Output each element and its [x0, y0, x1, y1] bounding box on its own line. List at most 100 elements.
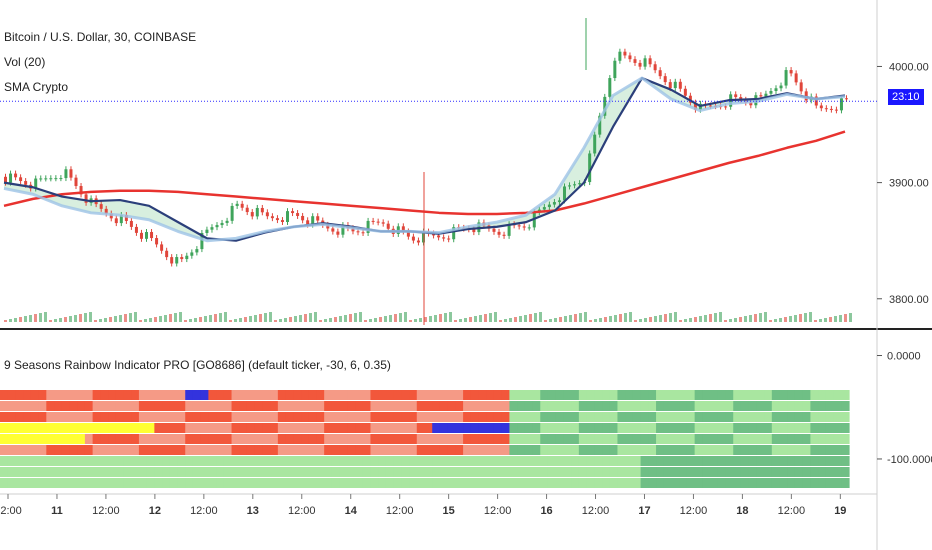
heatmap-cell — [208, 390, 217, 400]
candle — [180, 257, 184, 260]
candle — [49, 178, 53, 180]
candle — [411, 236, 415, 241]
heatmap-cell — [54, 401, 63, 411]
heatmap-cell — [138, 423, 148, 433]
heatmap-cell — [115, 401, 125, 411]
heatmap-cell — [46, 390, 55, 400]
heatmap-cell — [416, 456, 426, 466]
heatmap-cell — [154, 412, 163, 422]
heatmap-cell — [439, 467, 449, 477]
heatmap-cell — [0, 401, 9, 411]
heatmap-cell — [756, 401, 765, 411]
heatmap-cell — [192, 456, 202, 466]
heatmap-cell — [316, 412, 325, 422]
volume-legend[interactable]: Vol (20) — [4, 55, 46, 69]
heatmap-cell — [316, 445, 325, 455]
time-axis-tick-label: 19 — [834, 505, 846, 517]
volume-bar — [734, 318, 737, 322]
volume-bar — [594, 319, 597, 322]
heatmap-cell — [818, 467, 827, 477]
volume-bar — [154, 317, 157, 322]
volume-bar — [574, 314, 577, 322]
volume-bar — [544, 320, 547, 322]
time-axis-tick-label: 14 — [345, 505, 358, 517]
heatmap-cell — [46, 401, 55, 411]
heatmap-cell — [493, 478, 503, 488]
volume-bar — [804, 313, 807, 322]
candle — [688, 95, 692, 103]
heatmap-cell — [532, 401, 541, 411]
sma-legend[interactable]: SMA Crypto — [4, 80, 69, 94]
heatmap-cell — [378, 456, 387, 466]
heatmap-cell — [301, 445, 310, 455]
heatmap-cell — [146, 467, 155, 477]
heatmap-cell — [486, 401, 495, 411]
volume-bar — [464, 318, 467, 322]
heatmap-cell — [609, 467, 619, 477]
heatmap-cell — [779, 412, 788, 422]
candle — [371, 220, 375, 222]
heatmap-cell — [77, 401, 86, 411]
candle — [4, 176, 7, 183]
heatmap-cell — [277, 390, 287, 400]
heatmap-cell — [169, 434, 179, 444]
volume-bar — [619, 314, 622, 322]
candle — [225, 220, 229, 223]
volume-bar — [39, 313, 42, 322]
volume-bar — [699, 316, 702, 322]
heatmap-cell — [270, 456, 279, 466]
heatmap-cell — [841, 401, 850, 411]
heatmap-cell — [177, 423, 186, 433]
heatmap-cell — [771, 456, 781, 466]
candle — [270, 216, 274, 219]
heatmap-cell — [632, 434, 642, 444]
heatmap-cell — [246, 401, 256, 411]
heatmap-cell — [385, 412, 395, 422]
candle — [678, 81, 682, 89]
heatmap-cell — [748, 434, 757, 444]
heatmap-cell — [717, 412, 727, 422]
heatmap-cell — [46, 456, 55, 466]
time-axis-tick-label: 18 — [736, 505, 748, 517]
heatmap-cell — [0, 445, 9, 455]
heatmap-cell — [177, 390, 186, 400]
heatmap-cell — [648, 467, 657, 477]
heatmap-cell — [694, 445, 703, 455]
heatmap-cell — [355, 434, 364, 444]
heatmap-cell — [54, 445, 63, 455]
heatmap-cell — [424, 390, 433, 400]
heatmap-cell — [547, 467, 557, 477]
heatmap-cell — [632, 467, 642, 477]
heatmap-cell — [810, 423, 819, 433]
heatmap-cell — [478, 401, 487, 411]
heatmap-cell — [378, 434, 387, 444]
heatmap-cell — [493, 445, 503, 455]
volume-bar — [414, 319, 417, 322]
heatmap-cell — [154, 423, 163, 433]
heatmap-cell — [154, 478, 163, 488]
heatmap-cell — [470, 390, 480, 400]
heatmap-cell — [177, 445, 186, 455]
heatmap-cell — [656, 467, 665, 477]
heatmap-cell — [416, 412, 426, 422]
heatmap-cell — [200, 412, 209, 422]
candle — [492, 228, 496, 232]
heatmap-cell — [301, 434, 310, 444]
heatmap-cell — [771, 478, 781, 488]
volume-bar — [499, 320, 502, 322]
indicator-legend[interactable]: 9 Seasons Rainbow Indicator PRO [GO8686]… — [4, 358, 391, 372]
heatmap-cell — [733, 390, 742, 400]
time-axis-tick-label: 15 — [443, 505, 455, 517]
heatmap-cell — [702, 445, 711, 455]
heatmap-cell — [185, 456, 194, 466]
candle — [618, 51, 622, 61]
heatmap-cell — [262, 401, 271, 411]
heatmap-cell — [246, 423, 256, 433]
heatmap-cell — [810, 456, 819, 466]
heatmap-cell — [478, 467, 487, 477]
symbol-legend[interactable]: Bitcoin / U.S. Dollar, 30, COINBASE — [4, 30, 197, 44]
candle — [633, 59, 637, 63]
heatmap-cell — [216, 445, 225, 455]
heatmap-cell — [632, 445, 642, 455]
